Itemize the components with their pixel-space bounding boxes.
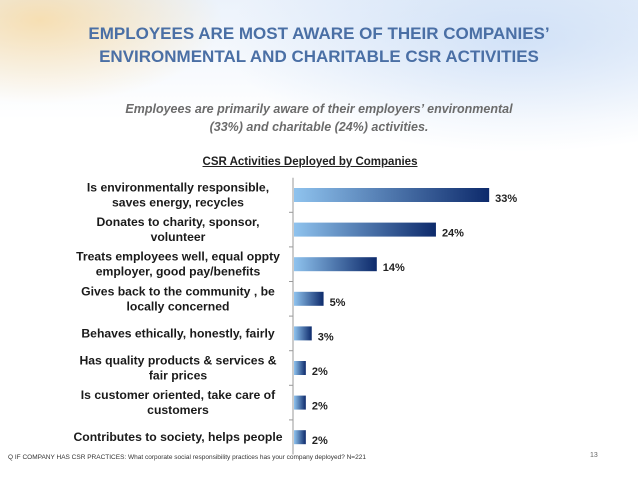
category-label: Is customer oriented, take care of custom… bbox=[81, 388, 276, 417]
page-title: EMPLOYEES ARE MOST AWARE OF THEIR COMPAN… bbox=[20, 22, 618, 68]
page-subtitle-line-1: Employees are primarily aware of their e… bbox=[125, 102, 513, 116]
bar bbox=[294, 188, 490, 202]
category-label-line: Behaves ethically, honestly, fairly bbox=[81, 326, 274, 340]
page-title-line-1: EMPLOYEES ARE MOST AWARE OF THEIR COMPAN… bbox=[88, 24, 550, 43]
data-label: 2% bbox=[312, 435, 328, 447]
data-label: 5% bbox=[330, 297, 346, 309]
page-title-line-2: ENVIRONMENTAL AND CHARITABLE CSR ACTIVIT… bbox=[99, 47, 539, 66]
page-subtitle-line-2: (33%) and charitable (24%) activities. bbox=[209, 120, 429, 134]
bar bbox=[294, 257, 377, 272]
footnote: Q IF COMPANY HAS CSR PRACTICES: What cor… bbox=[8, 454, 366, 461]
category-label: Has quality products & services & fair pr… bbox=[79, 354, 276, 383]
category-label: Behaves ethically, honestly, fairly bbox=[81, 326, 274, 340]
category-label: Contributes to society, helps people bbox=[73, 430, 282, 444]
category-label-line: locally concerned bbox=[127, 299, 230, 313]
page-number: 13 bbox=[590, 452, 598, 459]
bar bbox=[294, 361, 306, 375]
category-label-line: Is customer oriented, take care of bbox=[81, 388, 276, 402]
data-label: 2% bbox=[312, 366, 328, 378]
category-label-line: Treats employees well, equal oppty bbox=[76, 250, 280, 264]
category-label-line: fair prices bbox=[149, 369, 207, 383]
category-label-line: Has quality products & services & bbox=[79, 354, 276, 368]
bar bbox=[294, 222, 436, 237]
category-label: Gives back to the community , be locally … bbox=[81, 284, 275, 313]
category-label-line: Is environmentally responsible, bbox=[87, 181, 269, 195]
category-label: Treats employees well, equal oppty employ… bbox=[76, 250, 280, 279]
category-label: Donates to charity, sponsor, volunteer bbox=[97, 215, 260, 244]
chart-title: CSR Activities Deployed by Companies bbox=[202, 156, 418, 168]
page-subtitle: Employees are primarily aware of their e… bbox=[40, 100, 598, 136]
data-label: 2% bbox=[312, 401, 328, 413]
data-label: 33% bbox=[495, 193, 517, 205]
data-label: 24% bbox=[442, 228, 464, 240]
category-label-line: Contributes to society, helps people bbox=[73, 430, 282, 444]
bar bbox=[294, 326, 312, 341]
category-label-line: volunteer bbox=[151, 230, 206, 244]
category-label-line: employer, good pay/benefits bbox=[96, 265, 261, 279]
data-label: 14% bbox=[383, 262, 405, 274]
category-label: Is environmentally responsible, saves ene… bbox=[87, 181, 269, 210]
category-label-line: Gives back to the community , be bbox=[81, 284, 275, 298]
category-label-line: saves energy, recycles bbox=[112, 196, 244, 210]
bar bbox=[294, 395, 306, 410]
category-label-line: Donates to charity, sponsor, bbox=[97, 215, 260, 229]
bar bbox=[294, 291, 324, 306]
category-label-line: customers bbox=[147, 403, 209, 417]
data-label: 3% bbox=[318, 331, 334, 343]
bar bbox=[294, 430, 306, 445]
